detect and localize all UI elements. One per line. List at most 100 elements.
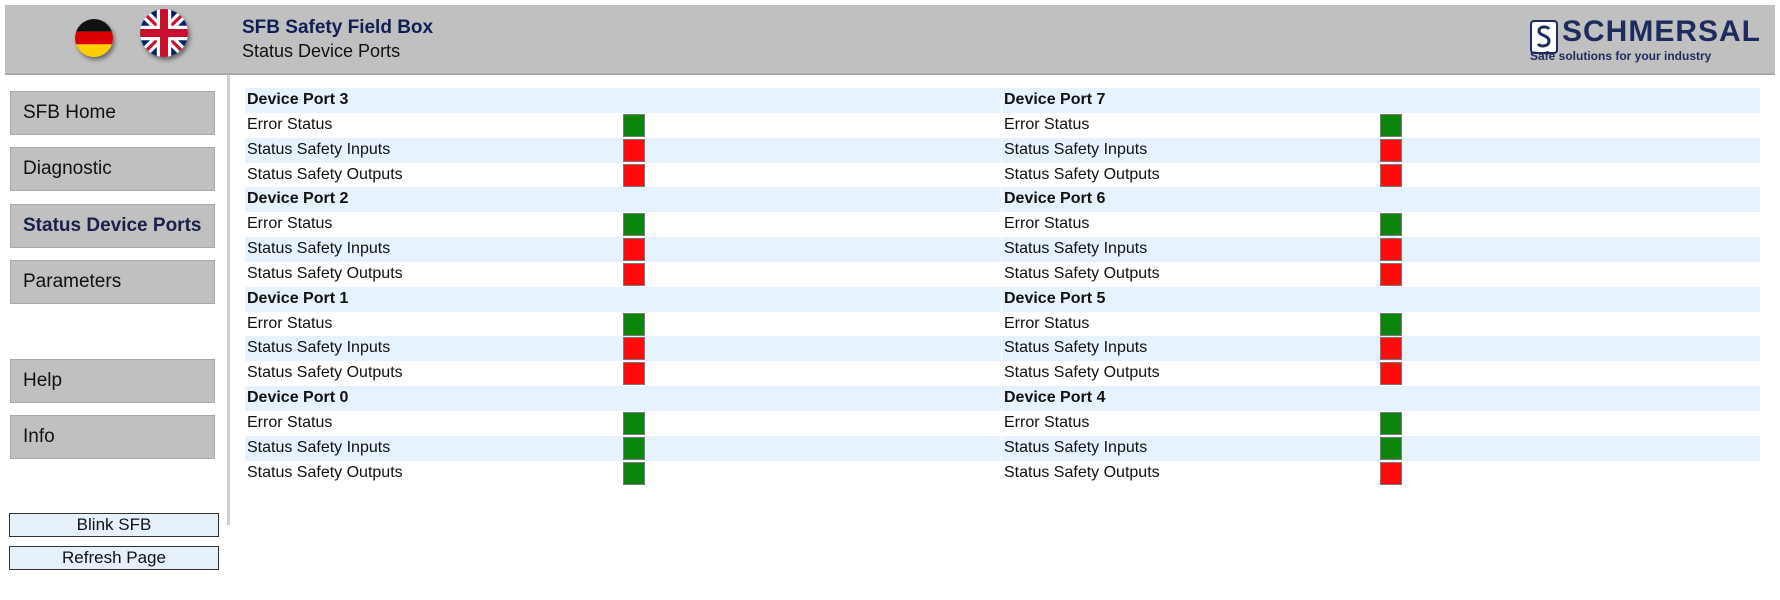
signal-label: Status Safety Inputs — [247, 140, 391, 158]
device-port-header: Device Port 3 — [245, 88, 1001, 113]
status-led-green — [1380, 411, 1402, 435]
device-ports-left-column: Device Port 3 Error Status Status Safety I… — [245, 88, 1001, 486]
signal-label: Status Safety Inputs — [1004, 438, 1148, 456]
brand-tagline: Safe solutions for your industry — [1530, 49, 1712, 63]
signal-row: Status Safety Outputs — [1002, 361, 1760, 386]
blink-sfb-button[interactable]: Blink SFB — [9, 513, 219, 537]
signal-row: Status Safety Outputs — [245, 461, 1001, 486]
page-subtitle: Status Device Ports — [242, 41, 401, 61]
device-port-header: Device Port 7 — [1002, 88, 1760, 113]
signal-label: Error Status — [247, 413, 333, 431]
signal-row: Status Safety Outputs — [1002, 163, 1760, 188]
status-led-green — [623, 436, 645, 460]
signal-row: Error Status — [1002, 113, 1760, 138]
signal-label: Error Status — [1004, 215, 1090, 233]
signal-row: Status Safety Outputs — [245, 361, 1001, 386]
status-led-green — [623, 113, 645, 137]
device-ports-right-column: Device Port 7 Error Status Status Safety I… — [1002, 88, 1760, 486]
signal-label: Status Safety Outputs — [247, 463, 403, 481]
app-title: SFB Safety Field Box — [242, 17, 434, 38]
brand-name: SCHMERSAL — [1562, 15, 1762, 48]
signal-label: Error Status — [247, 115, 333, 133]
schmersal-s-logo-icon — [1530, 20, 1558, 54]
status-led-red — [623, 163, 645, 187]
signal-row: Error Status — [245, 411, 1001, 436]
schmersal-logo: SCHMERSAL Safe solutions for your indust… — [1530, 15, 1760, 63]
signal-row: Status Safety Outputs — [245, 262, 1001, 287]
refresh-page-button[interactable]: Refresh Page — [9, 546, 219, 570]
signal-label: Error Status — [1004, 115, 1090, 133]
device-port-header: Device Port 1 — [245, 286, 1001, 312]
signal-label: Error Status — [1004, 314, 1090, 332]
device-port-header: Device Port 0 — [245, 386, 1001, 411]
signal-label: Status Safety Inputs — [1004, 140, 1148, 158]
device-port-header: Device Port 2 — [245, 187, 1001, 213]
signal-label: Status Safety Inputs — [247, 339, 391, 357]
uk-flag-icon[interactable] — [140, 9, 188, 57]
sidebar-divider — [227, 75, 230, 525]
status-led-red — [623, 362, 645, 386]
status-led-green — [623, 312, 645, 336]
signal-row: Status Safety Outputs — [245, 163, 1001, 188]
signal-row: Error Status — [1002, 212, 1760, 237]
signal-row: Error Status — [245, 312, 1001, 337]
signal-row: Status Safety Inputs — [245, 137, 1001, 163]
status-led-red — [623, 238, 645, 262]
nav-status-device-ports-button[interactable]: Status Device Ports — [10, 204, 215, 248]
signal-label: Status Safety Outputs — [247, 165, 403, 183]
signal-label: Error Status — [1004, 413, 1090, 431]
signal-label: Status Safety Outputs — [1004, 364, 1160, 382]
status-led-red — [623, 138, 645, 162]
status-led-green — [623, 213, 645, 237]
status-led-red — [1380, 138, 1402, 162]
signal-row: Error Status — [245, 113, 1001, 138]
signal-label: Error Status — [247, 314, 333, 332]
status-led-green — [1380, 312, 1402, 336]
signal-row: Error Status — [1002, 312, 1760, 337]
signal-row: Status Safety Outputs — [1002, 461, 1760, 486]
status-led-red — [1380, 163, 1402, 187]
signal-label: Status Safety Outputs — [1004, 463, 1160, 481]
signal-row: Status Safety Inputs — [1002, 435, 1760, 461]
signal-row: Status Safety Inputs — [245, 336, 1001, 362]
status-led-red — [1380, 461, 1402, 485]
header-bar: SFB Safety Field Box Status Device Ports… — [5, 5, 1775, 75]
nav-parameters-button[interactable]: Parameters — [10, 260, 215, 304]
status-led-green — [623, 461, 645, 485]
signal-label: Status Safety Outputs — [1004, 264, 1160, 282]
signal-label: Status Safety Inputs — [247, 438, 391, 456]
status-led-green — [1380, 113, 1402, 137]
signal-row: Status Safety Inputs — [1002, 237, 1760, 262]
signal-row: Status Safety Inputs — [245, 237, 1001, 262]
status-led-red — [1380, 262, 1402, 286]
status-led-red — [1380, 337, 1402, 361]
nav-diagnostic-button[interactable]: Diagnostic — [10, 147, 215, 191]
signal-label: Status Safety Outputs — [1004, 165, 1160, 183]
signal-row: Error Status — [1002, 411, 1760, 436]
signal-row: Error Status — [245, 212, 1001, 237]
signal-label: Status Safety Outputs — [247, 364, 403, 382]
status-led-green — [1380, 436, 1402, 460]
device-port-header: Device Port 6 — [1002, 187, 1760, 213]
signal-label: Status Safety Inputs — [247, 240, 391, 258]
signal-row: Status Safety Inputs — [245, 435, 1001, 461]
signal-label: Status Safety Inputs — [1004, 339, 1148, 357]
device-port-header: Device Port 5 — [1002, 286, 1760, 312]
nav-info-button[interactable]: Info — [10, 415, 215, 459]
signal-label: Status Safety Outputs — [247, 264, 403, 282]
signal-row: Status Safety Inputs — [1002, 336, 1760, 362]
device-port-header: Device Port 4 — [1002, 386, 1760, 411]
status-led-green — [1380, 213, 1402, 237]
nav-sfb-home-button[interactable]: SFB Home — [10, 91, 215, 135]
signal-row: Status Safety Inputs — [1002, 137, 1760, 163]
nav-help-button[interactable]: Help — [10, 359, 215, 403]
status-led-red — [1380, 362, 1402, 386]
signal-label: Status Safety Inputs — [1004, 240, 1148, 258]
status-led-red — [623, 262, 645, 286]
status-led-green — [623, 411, 645, 435]
status-led-red — [1380, 238, 1402, 262]
status-led-red — [623, 337, 645, 361]
german-flag-icon[interactable] — [75, 19, 113, 57]
signal-label: Error Status — [247, 215, 333, 233]
signal-row: Status Safety Outputs — [1002, 262, 1760, 287]
